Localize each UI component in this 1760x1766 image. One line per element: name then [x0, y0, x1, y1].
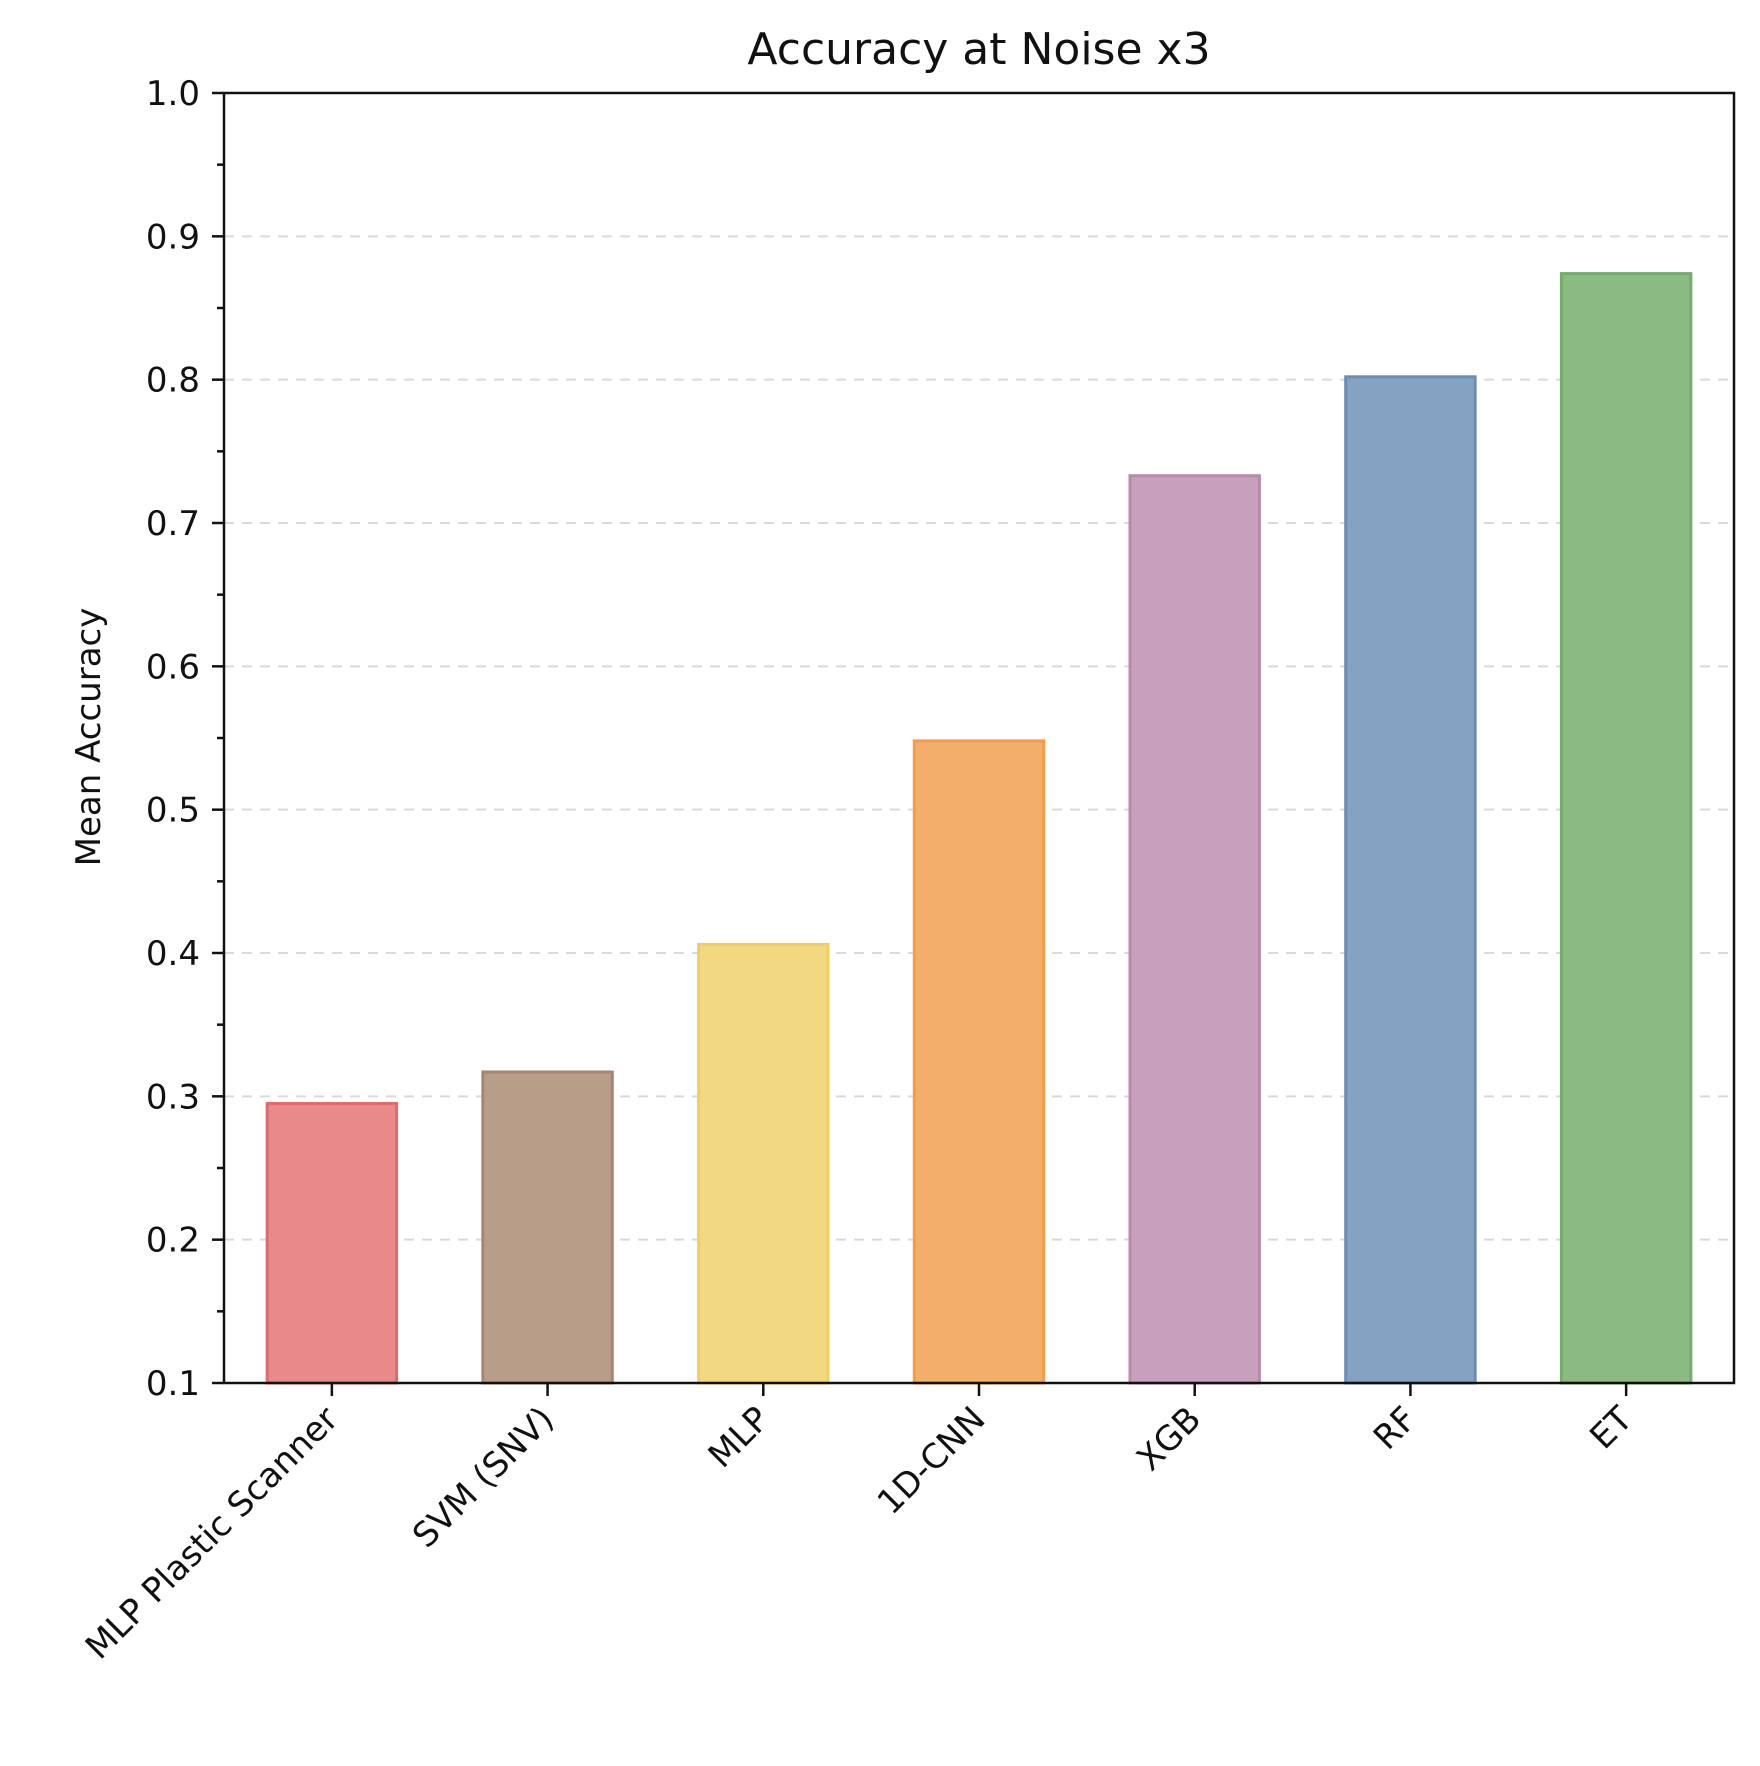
x-axis-ticks: MLP Plastic Scanner SVM (SNV) MLP 1D-CNN XGB…: [78, 1383, 1641, 1667]
bar-et: [1559, 272, 1693, 1385]
y-tick-label: 0.9: [146, 217, 200, 257]
x-tick-label: ET: [1582, 1399, 1640, 1457]
y-tick-label: 1.0: [146, 74, 200, 114]
x-tick-label: MLP: [701, 1399, 778, 1476]
y-axis-label: Mean Accuracy: [69, 608, 109, 867]
x-tick-label: MLP Plastic Scanner: [78, 1399, 346, 1667]
y-tick-label: 0.8: [146, 361, 200, 401]
y-tick-label: 0.5: [146, 791, 200, 831]
bar-mlp: [697, 942, 830, 1385]
x-tick-label: SVM (SNV): [405, 1399, 562, 1556]
bar-rf: [1344, 375, 1477, 1385]
y-tick-label: 0.6: [146, 647, 200, 687]
y-tick-label: 0.4: [146, 934, 200, 974]
x-tick-label: XGB: [1129, 1399, 1209, 1479]
bar-mlp-plastic-scanner: [265, 1102, 399, 1385]
y-tick-label: 0.3: [146, 1077, 200, 1117]
chart-title: Accuracy at Noise x3: [747, 24, 1210, 75]
bar-svm-snv: [481, 1070, 614, 1385]
bars: [265, 272, 1693, 1385]
bar-1d-cnn: [912, 739, 1046, 1385]
y-tick-label: 0.2: [146, 1221, 200, 1261]
y-tick-label: 0.7: [146, 504, 200, 544]
plot-frame: [222, 91, 1736, 1385]
y-tick-label: 0.1: [146, 1364, 200, 1404]
y-axis-ticks: 0.1 0.2 0.3 0.4 0.5 0.6 0.7 0.8 0.9 1.0: [146, 74, 224, 1404]
x-tick-label: RF: [1366, 1399, 1425, 1458]
x-tick-label: 1D-CNN: [870, 1399, 994, 1523]
bar-xgb: [1128, 474, 1261, 1385]
